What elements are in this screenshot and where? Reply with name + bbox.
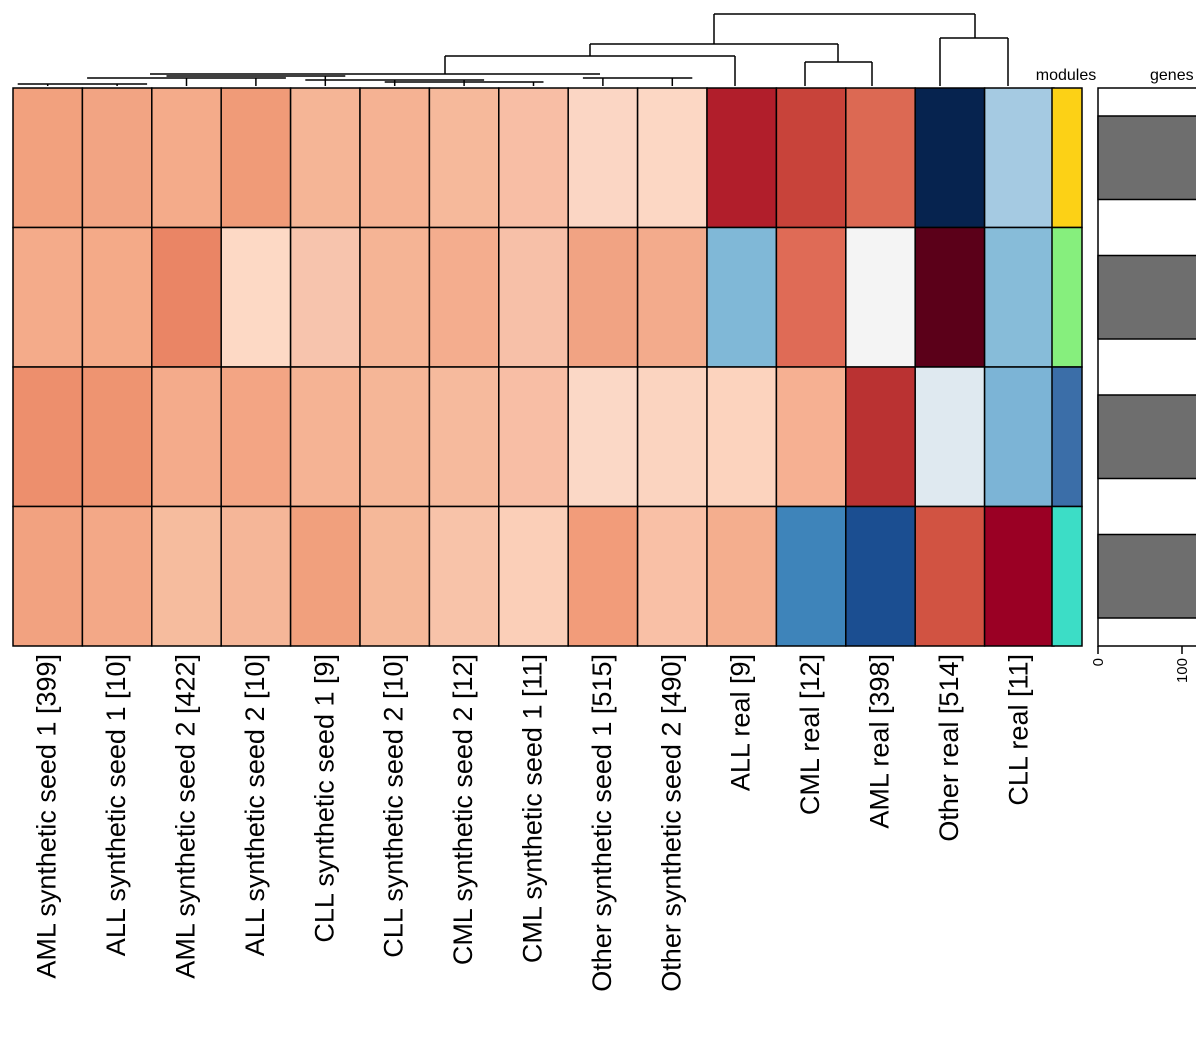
heatmap-cell	[12, 226, 84, 368]
module-color-bar	[1051, 87, 1083, 647]
column-label: CLL real [11]	[1003, 654, 1033, 806]
heatmap-cell	[151, 226, 222, 368]
column-label: ALL synthetic seed 1 [10]	[101, 654, 131, 956]
heatmap-cell	[845, 366, 916, 508]
heatmap-cell	[289, 366, 361, 508]
heatmap-cell	[845, 505, 916, 647]
heatmap-cell	[706, 226, 778, 368]
heatmap-cell	[775, 87, 847, 229]
heatmap-cell	[706, 87, 778, 229]
column-labels: AML synthetic seed 1 [399] ALL synthetic …	[32, 654, 1034, 992]
heatmap-cell	[567, 87, 639, 229]
heatmap-cell	[498, 366, 569, 508]
bar-axis-tick-label: 0	[1090, 658, 1107, 666]
heatmap-cell	[289, 505, 361, 647]
heatmap-cell	[81, 366, 153, 508]
column-label: AML synthetic seed 2 [422]	[171, 654, 201, 979]
heatmap-cell	[220, 366, 292, 508]
column-label: CML synthetic seed 1 [11]	[518, 654, 548, 963]
heatmap-cell	[81, 226, 153, 368]
heatmap-cell	[81, 505, 153, 647]
heatmap-cell	[845, 87, 916, 229]
heatmap-cell	[567, 505, 639, 647]
heatmap-cell	[983, 226, 1055, 368]
genes-header: genes	[1150, 67, 1194, 84]
heatmap-cells	[12, 87, 1055, 647]
heatmap-cell	[567, 366, 639, 508]
heatmap-cell	[636, 505, 708, 647]
column-dendrogram	[17, 13, 1009, 86]
heatmap-cell	[12, 505, 84, 647]
heatmap-cell	[983, 87, 1055, 229]
gene-bar	[1097, 533, 1196, 619]
gene-bar	[1097, 394, 1196, 480]
heatmap-cell	[775, 226, 847, 368]
heatmap-cell	[983, 366, 1055, 508]
heatmap-cell	[359, 505, 431, 647]
gene-count-bars: 0100200	[1090, 87, 1196, 683]
heatmap-cell	[81, 87, 153, 229]
heatmap-cell	[914, 366, 986, 508]
column-label: CML synthetic seed 2 [12]	[448, 654, 478, 965]
gene-bar	[1097, 115, 1196, 201]
heatmap-cell	[289, 226, 361, 368]
heatmap-cell	[775, 505, 847, 647]
module-swatch	[1051, 366, 1083, 508]
heatmap-cell	[12, 87, 84, 229]
heatmap-cell	[775, 366, 847, 508]
heatmap-cell	[359, 87, 431, 229]
column-label: ALL synthetic seed 2 [10]	[240, 654, 270, 956]
bar-axis-tick-label: 100	[1174, 658, 1191, 683]
heatmap-cell	[914, 226, 986, 368]
column-label: ALL real [9]	[726, 654, 756, 791]
heatmap-cell	[567, 226, 639, 368]
heatmap-cell	[636, 226, 708, 368]
column-label: AML synthetic seed 1 [399]	[32, 654, 62, 979]
heatmap-cell	[151, 87, 222, 229]
heatmap-cell	[428, 87, 500, 229]
heatmap-cell	[498, 226, 569, 368]
heatmap-cell	[636, 366, 708, 508]
heatmap-cell	[359, 226, 431, 368]
heatmap-cell	[706, 505, 778, 647]
module-swatch	[1051, 87, 1083, 229]
module-swatch	[1051, 226, 1083, 368]
heatmap-cell	[289, 87, 361, 229]
bar-panel-frame	[1097, 87, 1196, 647]
heatmap-cell	[914, 505, 986, 647]
column-label: Other synthetic seed 2 [490]	[656, 654, 686, 992]
heatmap-cell	[636, 87, 708, 229]
heatmap-cell	[12, 366, 84, 508]
heatmap-cell	[428, 366, 500, 508]
column-label: AML real [398]	[865, 654, 895, 829]
module-swatch	[1051, 505, 1083, 647]
column-label: CLL synthetic seed 2 [10]	[379, 654, 409, 958]
heatmap-cell	[428, 505, 500, 647]
column-label: Other real [514]	[934, 654, 964, 842]
modules-header: modules	[1036, 67, 1096, 84]
gene-bar	[1097, 254, 1196, 340]
heatmap-cell	[151, 505, 222, 647]
heatmap-cell	[498, 505, 569, 647]
column-label: CML real [12]	[795, 654, 825, 815]
heatmap-cell	[428, 226, 500, 368]
heatmap-cell	[220, 87, 292, 229]
column-label: Other synthetic seed 1 [515]	[587, 654, 617, 992]
heatmap-cell	[983, 505, 1055, 647]
heatmap-cell	[914, 87, 986, 229]
heatmap-cell	[359, 366, 431, 508]
heatmap-cell	[845, 226, 916, 368]
heatmap-cell	[706, 366, 778, 508]
heatmap-cell	[220, 505, 292, 647]
heatmap-cell	[151, 366, 222, 508]
heatmap-cell	[498, 87, 569, 229]
column-label: CLL synthetic seed 1 [9]	[309, 654, 339, 943]
heatmap-cell	[220, 226, 292, 368]
